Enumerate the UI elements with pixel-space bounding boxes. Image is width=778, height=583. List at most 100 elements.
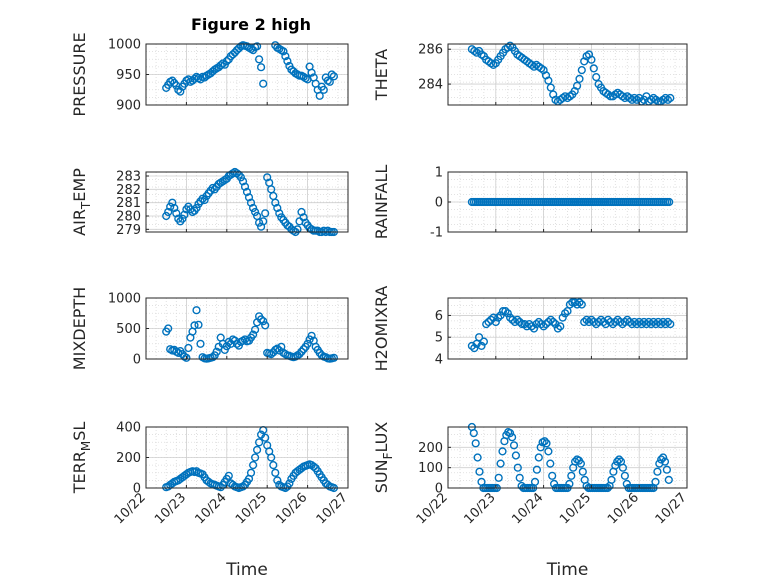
y-tick-label: 280 [116,210,141,225]
data-point [639,317,649,327]
data-point [662,465,672,474]
data-point [515,317,524,327]
data-point [482,320,491,329]
y-tick-label: 284 [418,78,443,93]
data-point [576,459,586,468]
data-point [285,479,294,488]
data-point [329,72,339,81]
data-point [542,439,551,448]
data-point [613,457,622,466]
data-point [611,317,620,327]
y-tick-label: 281 [116,196,141,211]
data-point [587,315,596,324]
data-point [496,459,505,468]
data-point [664,475,673,485]
data-point [546,315,555,324]
data-point [249,203,258,213]
data-point [529,324,539,333]
data-point [558,313,567,322]
data-point [618,463,628,472]
data-point [251,453,260,462]
data-point [281,52,290,61]
data-point [212,347,221,356]
data-point [168,76,177,85]
data-point [249,330,258,339]
data-point [606,92,615,101]
data-point [172,209,181,218]
data-point [261,433,270,442]
data-point [506,313,515,322]
y-tick-label: 100 [418,461,443,476]
y-tick-label: 1000 [108,38,141,53]
data-point [537,320,546,329]
data-point [267,453,276,462]
data-point [522,322,532,331]
data-point [190,321,199,330]
data-point [271,198,280,207]
data-point [224,471,233,480]
data-point [240,182,250,191]
y-axis-label: MIXDEPTH [70,287,89,370]
data-point [489,313,498,322]
y-tick-label: 400 [116,421,141,436]
data-point [162,211,171,221]
data-point [299,345,308,354]
data-point [164,207,173,217]
data-point [263,173,272,182]
data-point [644,317,653,327]
data-point [479,337,489,346]
y-tick-label: 6 [435,309,443,324]
data-point [511,451,521,460]
data-point [513,463,522,472]
data-point [620,471,630,480]
data-point [532,320,541,329]
data-point [567,471,576,480]
data-point [496,311,505,320]
data-point [506,429,515,438]
data-point [592,320,601,329]
data-point [307,68,316,77]
x-axis-label: Time [225,560,268,580]
data-point [279,47,288,56]
y-tick-label: -1 [430,226,443,241]
data-point [658,317,668,327]
data-point [196,339,205,348]
data-point [509,441,519,450]
y-tick-label: 200 [116,451,141,466]
data-point [606,317,615,327]
data-point [293,225,302,234]
data-point [627,320,637,329]
data-point [182,353,191,362]
data-point [469,429,478,438]
figure-title: Figure 2 high [191,15,311,34]
data-point [329,353,339,362]
data-point [494,313,503,322]
data-point [216,61,225,70]
y-tick-label: 0 [133,353,141,368]
data-point [184,343,193,353]
data-point [242,187,252,197]
y-tick-label: 500 [116,322,141,337]
data-point [216,483,225,492]
data-point [637,320,646,329]
axes-frame [447,297,688,360]
data-point [527,322,536,331]
data-point [587,55,596,64]
data-point [470,344,479,353]
data-point [577,65,586,75]
data-point [273,476,282,485]
data-point [327,70,336,79]
data-point [257,63,266,72]
data-point [589,64,598,73]
data-point [246,468,256,477]
data-point [630,317,639,327]
data-point [194,320,203,329]
y-tick-label: 950 [116,68,141,83]
data-point [613,315,622,324]
data-point [544,317,553,327]
data-point [192,203,201,213]
data-point [534,453,543,462]
data-point [261,209,270,218]
